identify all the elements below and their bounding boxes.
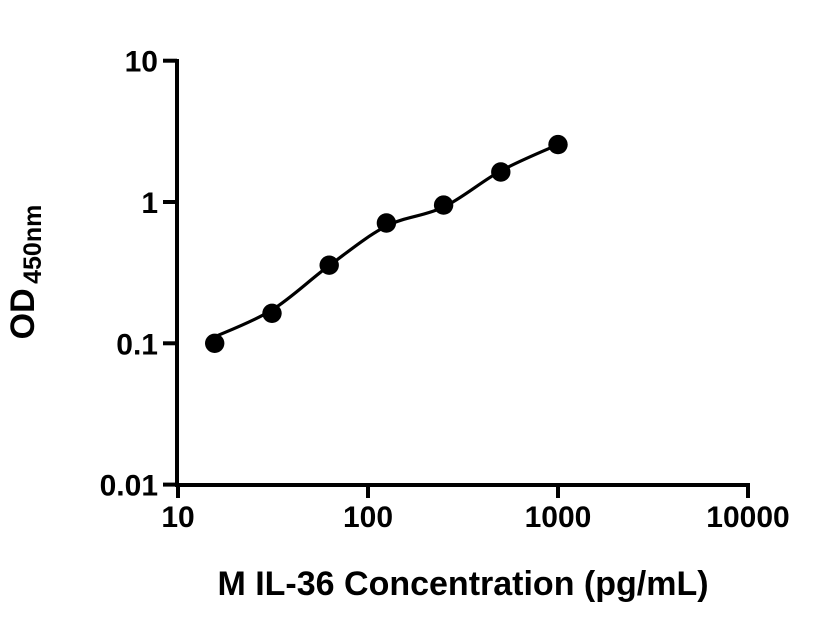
data-point-marker [319, 255, 339, 275]
y-tick-label: 0.1 [116, 328, 158, 361]
data-point-marker [491, 162, 511, 182]
x-axis-title: M IL-36 Concentration (pg/mL) [217, 565, 708, 603]
y-axis-title-subscript: 450nm [19, 205, 47, 284]
data-point-marker [548, 134, 568, 155]
y-axis-ticks [163, 58, 177, 487]
axis-spines [175, 59, 750, 487]
data-point-marker [262, 303, 282, 323]
y-axis-title-main: OD [4, 288, 42, 339]
x-tick-label: 10000 [706, 501, 789, 534]
x-tick-label: 1000 [525, 501, 592, 534]
data-point-marker [433, 195, 454, 215]
y-axis-tick-labels: 10 1 0.1 0.01 [100, 46, 158, 503]
data-points [205, 134, 568, 353]
data-point-marker [205, 333, 225, 353]
x-axis-ticks [176, 485, 750, 498]
y-tick-label: 1 [141, 187, 158, 220]
y-axis-title: OD 450nm [4, 205, 47, 340]
x-tick-label: 10 [161, 501, 194, 534]
x-axis-tick-labels: 10 100 1000 10000 [161, 501, 789, 534]
y-tick-label: 0.01 [100, 470, 158, 503]
data-point-marker [376, 213, 397, 233]
x-tick-label: 100 [343, 501, 393, 534]
y-tick-label: 10 [125, 46, 158, 79]
